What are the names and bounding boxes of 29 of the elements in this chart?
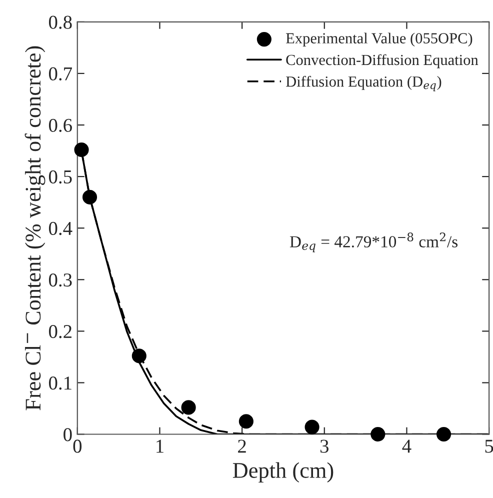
x-tick-label: 2 [238,440,246,453]
y-tick-label: 0.6 [48,118,72,132]
point [436,426,452,442]
y-tick-label: 0.5 [48,170,72,184]
legend-label: Convection-Diffusion Equation [286,54,478,68]
annotation: D$_{eq}$ = 42.79*10$^{−8}$ cm$^{2}$/s [290,232,458,252]
y-tick-label: 0.2 [48,324,72,338]
y-tick-label: 0.3 [48,273,72,287]
y-tick-label: 0.8 [48,16,72,29]
y-axis-title: Free Cl$^{−}$ Content (% weight of concrete) [24,46,46,410]
point [132,348,146,364]
y-tick-label: 0.1 [48,376,72,390]
point [370,426,386,442]
point [74,142,89,158]
y-tick-label: 0 [64,428,72,442]
y-tick-label: 0.7 [48,67,72,80]
point [238,414,254,429]
point [304,420,320,434]
legend-label: Experimental Value (055OPC) [286,32,472,47]
point [82,190,98,204]
x-tick-label: 4 [402,440,412,453]
x-tick-label: 1 [156,440,164,453]
x-tick-label: 5 [485,440,493,453]
y-tick-label: 0.4 [48,222,72,236]
x-tick-label: 0 [73,440,82,453]
x-tick-label: 3 [320,440,328,453]
point [181,400,196,415]
x-axis-title: Depth (cm) [232,462,334,482]
legend-label: Diffusion Equation (D$_{eq}$) [286,76,442,92]
